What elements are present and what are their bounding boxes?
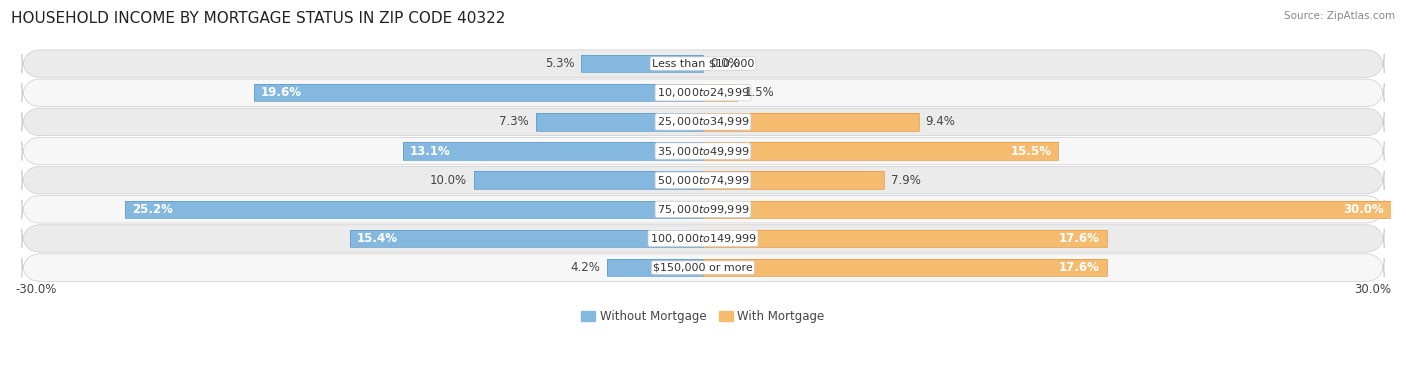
Bar	[474, 172, 703, 189]
Text: 17.6%: 17.6%	[1059, 261, 1099, 274]
Bar	[402, 142, 703, 160]
Bar	[125, 201, 703, 218]
Text: 0.0%: 0.0%	[710, 57, 740, 70]
Text: HOUSEHOLD INCOME BY MORTGAGE STATUS IN ZIP CODE 40322: HOUSEHOLD INCOME BY MORTGAGE STATUS IN Z…	[11, 11, 506, 26]
Bar	[703, 259, 1107, 276]
FancyBboxPatch shape	[22, 108, 1384, 136]
Text: 7.9%: 7.9%	[891, 174, 921, 187]
Bar	[582, 55, 703, 72]
Text: 7.3%: 7.3%	[499, 115, 529, 129]
Text: $150,000 or more: $150,000 or more	[654, 263, 752, 273]
Bar	[474, 172, 703, 189]
Text: $25,000 to $34,999: $25,000 to $34,999	[657, 115, 749, 129]
Bar	[125, 201, 703, 218]
FancyBboxPatch shape	[22, 254, 1384, 281]
Bar	[703, 259, 1107, 276]
Bar	[536, 113, 703, 131]
FancyBboxPatch shape	[22, 50, 1384, 77]
Text: 17.6%: 17.6%	[1059, 232, 1099, 245]
Bar	[606, 259, 703, 276]
Text: $75,000 to $99,999: $75,000 to $99,999	[657, 203, 749, 216]
Text: $50,000 to $74,999: $50,000 to $74,999	[657, 174, 749, 187]
Text: 19.6%: 19.6%	[260, 86, 301, 99]
Bar	[606, 259, 703, 276]
Bar	[350, 230, 703, 247]
Text: 15.4%: 15.4%	[357, 232, 398, 245]
Text: $10,000 to $24,999: $10,000 to $24,999	[657, 86, 749, 99]
Text: -30.0%: -30.0%	[15, 283, 56, 296]
Bar	[703, 142, 1059, 160]
Bar	[703, 172, 884, 189]
Bar	[703, 172, 884, 189]
Text: 5.3%: 5.3%	[546, 57, 575, 70]
Bar	[703, 201, 1391, 218]
Bar	[253, 84, 703, 101]
Text: 4.2%: 4.2%	[569, 261, 600, 274]
Bar	[703, 142, 1059, 160]
Text: Less than $10,000: Less than $10,000	[652, 59, 754, 68]
Bar	[402, 142, 703, 160]
Bar	[703, 201, 1391, 218]
Legend: Without Mortgage, With Mortgage: Without Mortgage, With Mortgage	[576, 305, 830, 328]
Bar	[350, 230, 703, 247]
FancyBboxPatch shape	[22, 196, 1384, 223]
Bar	[703, 230, 1107, 247]
Text: 9.4%: 9.4%	[925, 115, 955, 129]
Text: 10.0%: 10.0%	[430, 174, 467, 187]
Text: Source: ZipAtlas.com: Source: ZipAtlas.com	[1284, 11, 1395, 21]
Bar	[253, 84, 703, 101]
FancyBboxPatch shape	[22, 137, 1384, 165]
Bar	[703, 84, 737, 101]
Text: 15.5%: 15.5%	[1011, 144, 1052, 158]
FancyBboxPatch shape	[22, 225, 1384, 252]
Text: 30.0%: 30.0%	[1354, 283, 1391, 296]
FancyBboxPatch shape	[22, 79, 1384, 107]
Text: 25.2%: 25.2%	[132, 203, 173, 216]
Bar	[703, 113, 918, 131]
FancyBboxPatch shape	[22, 166, 1384, 194]
Text: $35,000 to $49,999: $35,000 to $49,999	[657, 144, 749, 158]
Text: $100,000 to $149,999: $100,000 to $149,999	[650, 232, 756, 245]
Text: 1.5%: 1.5%	[744, 86, 775, 99]
Bar	[703, 113, 918, 131]
Bar	[582, 55, 703, 72]
Bar	[703, 230, 1107, 247]
Bar	[536, 113, 703, 131]
Text: 30.0%: 30.0%	[1343, 203, 1384, 216]
Bar	[703, 84, 737, 101]
Text: 13.1%: 13.1%	[409, 144, 450, 158]
